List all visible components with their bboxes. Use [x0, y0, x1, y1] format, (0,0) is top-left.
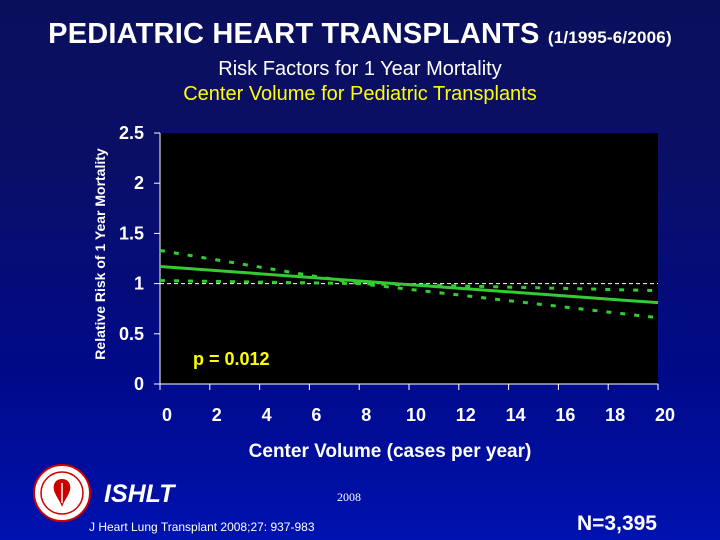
- subtitle: Risk Factors for 1 Year Mortality: [218, 58, 502, 80]
- org-name: ISHLT: [104, 480, 175, 508]
- x-tick-label: 10: [406, 405, 426, 425]
- p-value-annotation: p = 0.012: [193, 349, 270, 369]
- x-tick-label: 12: [456, 405, 476, 425]
- x-tick-label: 18: [605, 405, 625, 425]
- x-tick-label: 16: [555, 405, 575, 425]
- y-axis-label: Relative Risk of 1 Year Mortality: [92, 148, 108, 360]
- sample-size: N=3,395: [577, 512, 657, 535]
- x-tick-label: 8: [361, 405, 371, 425]
- y-tick-label: 1: [134, 274, 144, 294]
- x-tick-label: 6: [311, 405, 321, 425]
- confidence-bound-line: [159, 279, 659, 320]
- risk-line: [159, 265, 659, 305]
- y-tick-label: 2: [134, 173, 144, 193]
- y-tick-label: 0.5: [119, 324, 144, 344]
- y-tick-label: 0: [134, 374, 144, 394]
- title-date-range: (1/1995-6/2006): [547, 28, 672, 47]
- plot-area: [160, 133, 658, 384]
- x-tick-label: 20: [655, 405, 675, 425]
- page-title: PEDIATRIC HEART TRANSPLANTS (1/1995-6/20…: [0, 18, 720, 51]
- ishlt-logo-icon: [33, 464, 91, 522]
- chart-title: Center Volume for Pediatric Transplants: [183, 83, 537, 105]
- y-tick-label: 2.5: [119, 123, 144, 143]
- x-tick-label: 4: [262, 405, 272, 425]
- y-tick-label: 1.5: [119, 223, 144, 243]
- footer-year: 2008: [337, 490, 361, 504]
- x-axis-label: Center Volume (cases per year): [248, 441, 532, 462]
- x-tick-label: 0: [162, 405, 172, 425]
- title-main: PEDIATRIC HEART TRANSPLANTS: [48, 18, 540, 50]
- citation: J Heart Lung Transplant 2008;27: 937-983: [89, 520, 315, 534]
- x-tick-label: 14: [506, 405, 526, 425]
- x-tick-label: 2: [212, 405, 222, 425]
